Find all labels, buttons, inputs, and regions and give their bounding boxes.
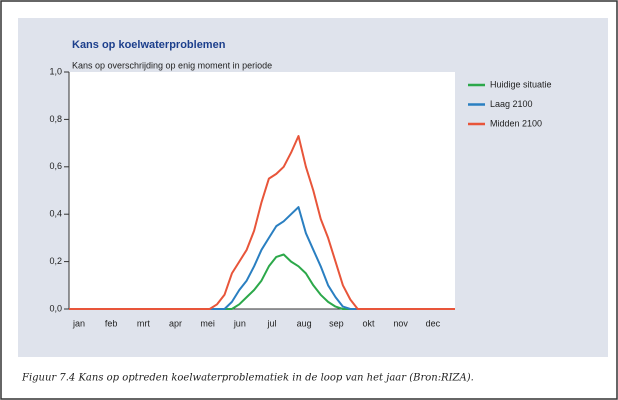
x-tick-label: sep	[329, 318, 344, 328]
series-line	[69, 206, 455, 310]
x-tick-label: aug	[297, 318, 312, 328]
y-tick-label: 0,8	[49, 114, 62, 124]
x-tick-label: apr	[169, 318, 182, 328]
x-tick-label: jul	[266, 318, 276, 328]
y-axis-label: Kans op overschrijding op enig moment in…	[72, 60, 272, 70]
x-tick-label: nov	[393, 318, 408, 328]
y-tick-label: 0,4	[49, 209, 62, 219]
chart-title: Kans op koelwaterproblemen	[72, 39, 226, 51]
series-line	[69, 253, 455, 310]
plot-area	[69, 72, 455, 309]
y-tick-label: 0,6	[49, 161, 62, 171]
y-tick-label: 1,0	[49, 66, 62, 76]
legend-label: Huidige situatie	[490, 79, 552, 89]
y-tick-label: 0,0	[49, 303, 62, 313]
x-tick-label: jan	[72, 318, 85, 328]
legend-label: Laag 2100	[490, 99, 533, 109]
x-tick-label: mrt	[137, 318, 150, 328]
x-tick-label: mei	[200, 318, 215, 328]
x-tick-label: okt	[362, 318, 375, 328]
x-tick-label: jun	[233, 318, 246, 328]
legend-label: Midden 2100	[490, 118, 542, 128]
series-line	[69, 135, 455, 310]
y-tick-label: 0,2	[49, 256, 62, 266]
x-tick-label: feb	[105, 318, 118, 328]
caption: Figuur 7.4 Kans op optreden koelwaterpro…	[21, 373, 474, 384]
x-tick-label: dec	[426, 318, 441, 328]
